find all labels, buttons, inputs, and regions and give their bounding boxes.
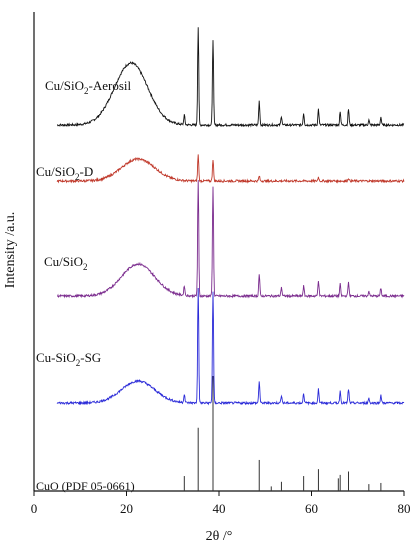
y-axis-label: Intensity /a.u. <box>3 212 18 289</box>
reference-label: CuO (PDF 05-0661) <box>36 479 135 493</box>
series-label-aerosil: Cu/SiO2-Aerosil <box>45 78 132 96</box>
series-label-sg: Cu-SiO2-SG <box>36 350 101 368</box>
series-line-3 <box>57 179 405 299</box>
series-line-4 <box>56 287 405 406</box>
reference-sticks <box>183 376 382 491</box>
x-tick-label-20: 20 <box>120 501 133 516</box>
series-label-cusio2: Cu/SiO2 <box>44 254 88 272</box>
x-tick-label-60: 60 <box>305 501 318 516</box>
x-tick-label-80: 80 <box>398 501 411 516</box>
x-tick-label-0: 0 <box>31 501 38 516</box>
traces <box>56 27 405 406</box>
x-axis-label: 2θ /° <box>206 529 233 544</box>
series-line-1 <box>57 27 405 128</box>
series-label-d: Cu/SiO2-D <box>36 164 93 182</box>
x-tick-label-40: 40 <box>213 501 226 516</box>
x-ticks: 0 20 40 60 80 <box>31 491 411 516</box>
series-line-2 <box>56 154 405 184</box>
